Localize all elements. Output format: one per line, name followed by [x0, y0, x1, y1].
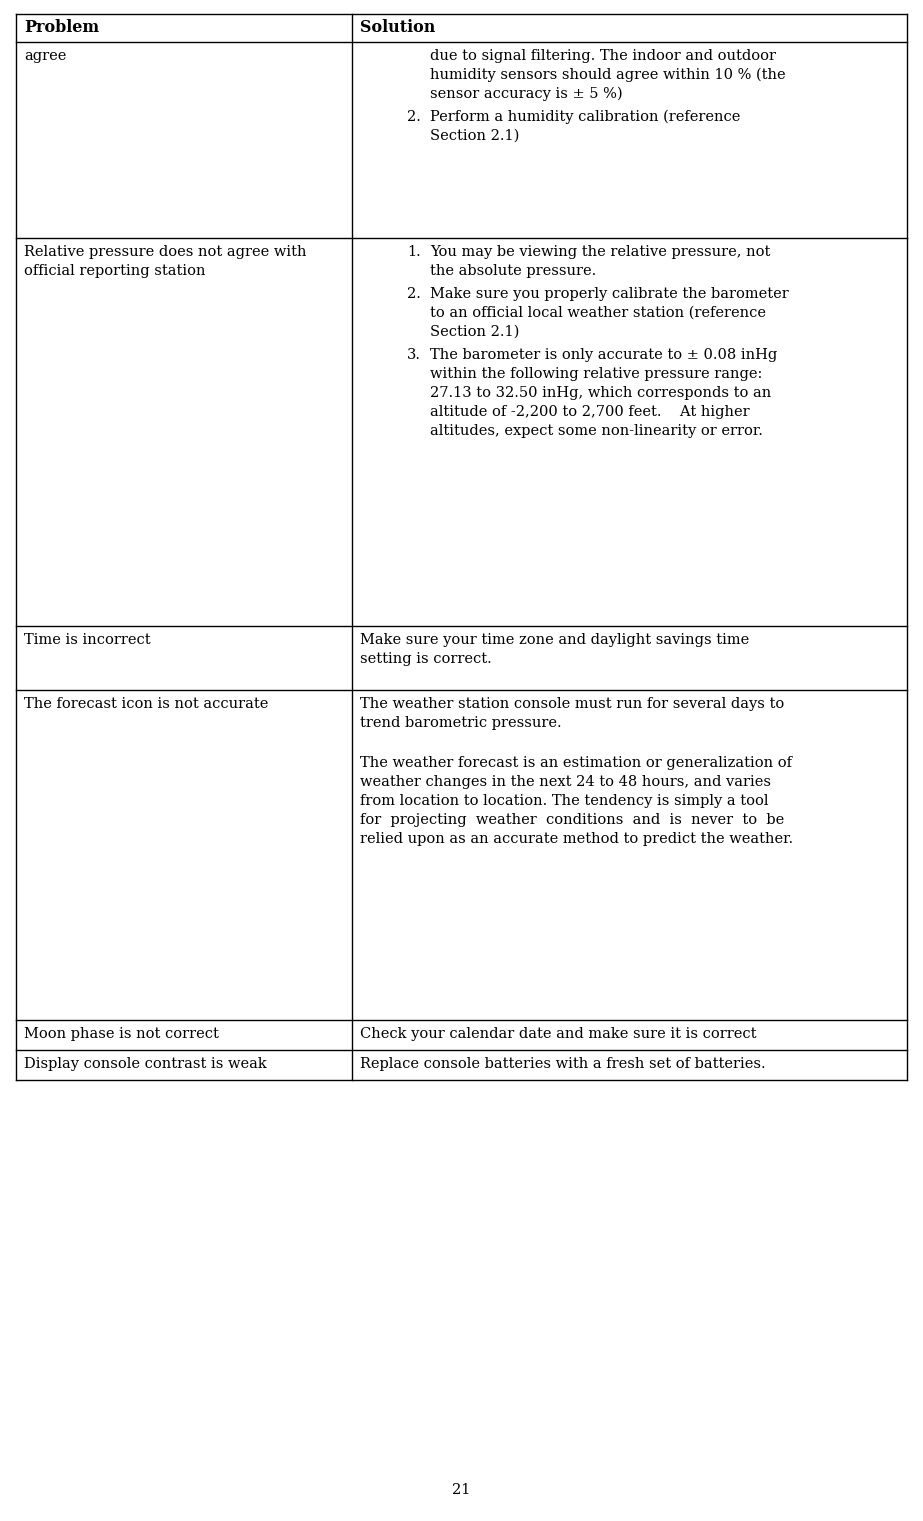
Text: Display console contrast is weak: Display console contrast is weak — [24, 1057, 267, 1071]
Text: the absolute pressure.: the absolute pressure. — [430, 265, 596, 278]
Text: official reporting station: official reporting station — [24, 265, 206, 278]
Text: within the following relative pressure range:: within the following relative pressure r… — [430, 367, 762, 380]
Text: Moon phase is not correct: Moon phase is not correct — [24, 1027, 219, 1040]
Text: Replace console batteries with a fresh set of batteries.: Replace console batteries with a fresh s… — [360, 1057, 765, 1071]
Text: The weather station console must run for several days to: The weather station console must run for… — [360, 697, 785, 710]
Text: setting is correct.: setting is correct. — [360, 653, 492, 666]
Text: Perform a humidity calibration (reference: Perform a humidity calibration (referenc… — [430, 110, 740, 125]
Text: The weather forecast is an estimation or generalization of: The weather forecast is an estimation or… — [360, 756, 792, 770]
Text: Problem: Problem — [24, 20, 99, 37]
Text: 1.: 1. — [407, 245, 421, 259]
Text: The forecast icon is not accurate: The forecast icon is not accurate — [24, 697, 269, 710]
Text: to an official local weather station (reference: to an official local weather station (re… — [430, 306, 766, 319]
Text: Check your calendar date and make sure it is correct: Check your calendar date and make sure i… — [360, 1027, 757, 1040]
Text: 27.13 to 32.50 inHg, which corresponds to an: 27.13 to 32.50 inHg, which corresponds t… — [430, 386, 772, 400]
Text: Relative pressure does not agree with: Relative pressure does not agree with — [24, 245, 306, 259]
Text: humidity sensors should agree within 10 % (the: humidity sensors should agree within 10 … — [430, 68, 785, 82]
Text: from location to location. The tendency is simply a tool: from location to location. The tendency … — [360, 794, 769, 808]
Text: 21: 21 — [452, 1483, 471, 1497]
Text: Section 2.1): Section 2.1) — [430, 325, 520, 339]
Text: agree: agree — [24, 49, 66, 62]
Text: altitude of -2,200 to 2,700 feet.    At higher: altitude of -2,200 to 2,700 feet. At hig… — [430, 405, 749, 418]
Text: The barometer is only accurate to ± 0.08 inHg: The barometer is only accurate to ± 0.08… — [430, 348, 777, 362]
Text: trend barometric pressure.: trend barometric pressure. — [360, 716, 561, 730]
Text: due to signal filtering. The indoor and outdoor: due to signal filtering. The indoor and … — [430, 49, 776, 62]
Text: Time is incorrect: Time is incorrect — [24, 633, 150, 646]
Text: sensor accuracy is ± 5 %): sensor accuracy is ± 5 %) — [430, 87, 623, 102]
Text: altitudes, expect some non-linearity or error.: altitudes, expect some non-linearity or … — [430, 424, 763, 438]
Text: Make sure you properly calibrate the barometer: Make sure you properly calibrate the bar… — [430, 287, 789, 301]
Text: for  projecting  weather  conditions  and  is  never  to  be: for projecting weather conditions and is… — [360, 814, 785, 827]
Text: Solution: Solution — [360, 20, 436, 37]
Text: 2.: 2. — [407, 110, 421, 125]
Text: You may be viewing the relative pressure, not: You may be viewing the relative pressure… — [430, 245, 771, 259]
Text: weather changes in the next 24 to 48 hours, and varies: weather changes in the next 24 to 48 hou… — [360, 776, 771, 789]
Text: Make sure your time zone and daylight savings time: Make sure your time zone and daylight sa… — [360, 633, 749, 646]
Text: 2.: 2. — [407, 287, 421, 301]
Text: 3.: 3. — [407, 348, 421, 362]
Text: relied upon as an accurate method to predict the weather.: relied upon as an accurate method to pre… — [360, 832, 793, 846]
Text: Section 2.1): Section 2.1) — [430, 129, 520, 143]
